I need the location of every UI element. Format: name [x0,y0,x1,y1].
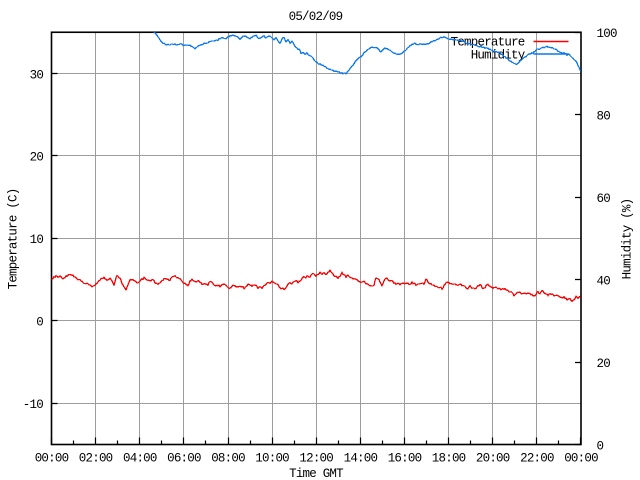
svg-text:Time GMT: Time GMT [289,467,344,480]
svg-text:Humidity: Humidity [471,49,526,63]
svg-text:10:00: 10:00 [255,452,289,466]
svg-text:20: 20 [597,357,611,371]
svg-text:22:00: 22:00 [520,452,554,466]
svg-text:0: 0 [36,316,43,330]
svg-text:10: 10 [30,233,44,247]
svg-text:20:00: 20:00 [476,452,510,466]
svg-text:Humidity (%): Humidity (%) [621,199,635,280]
svg-text:20: 20 [30,151,44,165]
svg-text:12:00: 12:00 [299,452,333,466]
svg-text:16:00: 16:00 [388,452,422,466]
svg-text:100: 100 [597,27,617,41]
svg-text:02:00: 02:00 [79,452,113,466]
svg-text:Temperature (C): Temperature (C) [7,189,21,290]
svg-text:00:00: 00:00 [35,452,69,466]
svg-text:-10: -10 [23,398,43,412]
svg-text:18:00: 18:00 [432,452,466,466]
svg-text:08:00: 08:00 [211,452,245,466]
svg-text:05/02/09: 05/02/09 [289,10,343,24]
svg-text:80: 80 [597,110,611,124]
svg-text:Temperature: Temperature [451,36,525,50]
svg-text:0: 0 [597,439,604,453]
svg-text:04:00: 04:00 [123,452,157,466]
svg-text:00:00: 00:00 [564,452,598,466]
svg-text:14:00: 14:00 [344,452,378,466]
svg-text:40: 40 [597,274,611,288]
svg-text:30: 30 [30,68,44,82]
svg-text:60: 60 [597,192,611,206]
svg-text:06:00: 06:00 [167,452,201,466]
